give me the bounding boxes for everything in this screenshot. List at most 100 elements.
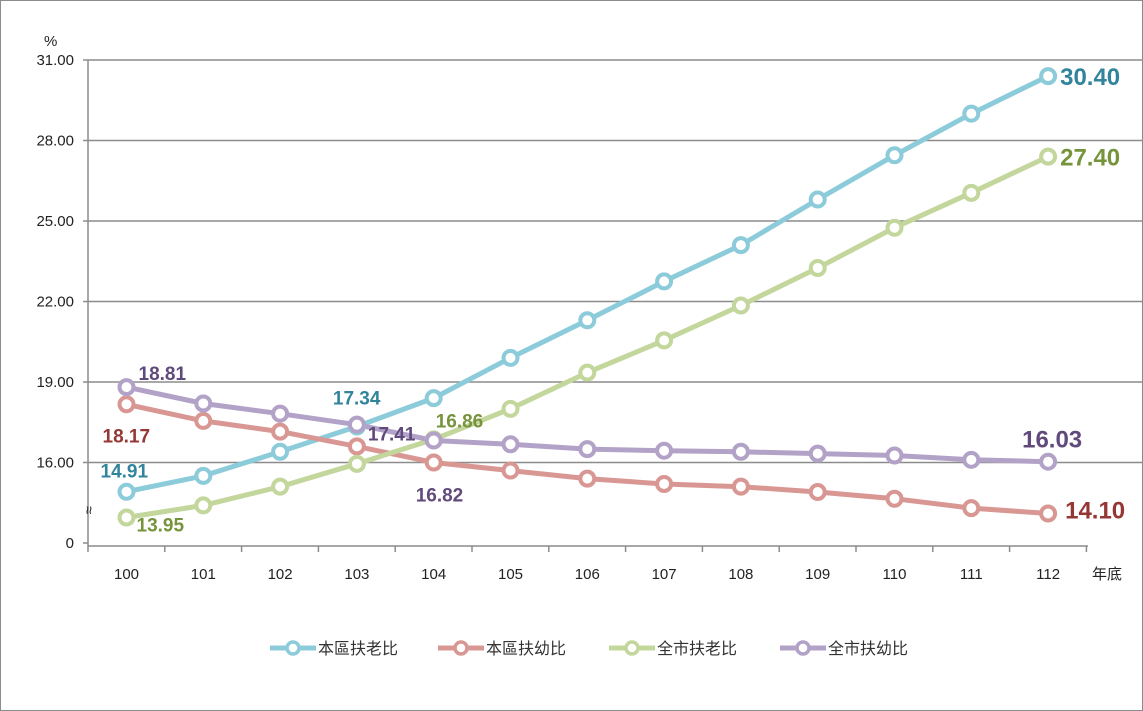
legend-marker bbox=[795, 640, 811, 656]
legend-label: 本區扶老比 bbox=[318, 639, 398, 658]
y-tick-label: 16.00 bbox=[36, 455, 74, 472]
legend-item: 全市扶老比 bbox=[609, 639, 737, 658]
data-point bbox=[885, 218, 904, 237]
data-label: 18.81 bbox=[139, 364, 187, 385]
x-tick-label: 112 bbox=[1036, 566, 1060, 583]
data-point bbox=[578, 363, 597, 382]
data-point bbox=[578, 469, 597, 488]
axes: % 年底 ≈ bbox=[44, 33, 1122, 583]
data-label: 30.40 bbox=[1060, 64, 1120, 91]
data-point bbox=[731, 296, 750, 315]
data-point bbox=[424, 431, 443, 450]
data-point bbox=[962, 499, 981, 518]
x-tick-label: 105 bbox=[498, 566, 523, 583]
data-label: 14.91 bbox=[101, 462, 149, 483]
legend-marker bbox=[285, 640, 301, 656]
data-label: 17.34 bbox=[333, 389, 381, 410]
x-tick-label: 101 bbox=[191, 566, 216, 583]
data-point bbox=[808, 190, 827, 209]
data-point bbox=[271, 477, 290, 496]
data-point bbox=[731, 236, 750, 255]
data-point bbox=[1039, 67, 1058, 86]
data-label: 16.03 bbox=[1022, 427, 1082, 454]
data-point bbox=[655, 441, 674, 460]
data-point bbox=[962, 450, 981, 469]
x-tick-label: 100 bbox=[114, 566, 139, 583]
data-point bbox=[424, 453, 443, 472]
x-tick-label: 107 bbox=[652, 566, 677, 583]
data-point bbox=[117, 378, 136, 397]
data-point bbox=[1039, 452, 1058, 471]
data-point bbox=[731, 442, 750, 461]
series-points bbox=[117, 67, 1058, 527]
data-point bbox=[808, 444, 827, 463]
data-point bbox=[117, 482, 136, 501]
data-point bbox=[501, 348, 520, 367]
legend-item: 本區扶幼比 bbox=[438, 639, 566, 658]
x-tick-label: 106 bbox=[575, 566, 600, 583]
data-point bbox=[424, 389, 443, 408]
data-point bbox=[578, 311, 597, 330]
data-point bbox=[885, 446, 904, 465]
series-line bbox=[126, 154, 1050, 520]
y-tick-label: 0 bbox=[66, 535, 74, 552]
data-point bbox=[808, 483, 827, 502]
data-point bbox=[501, 399, 520, 418]
data-label: 13.95 bbox=[137, 516, 185, 537]
data-label: 16.86 bbox=[436, 411, 484, 432]
data-label: 16.82 bbox=[416, 485, 464, 506]
legend-item: 全市扶幼比 bbox=[780, 639, 908, 658]
y-unit-label: % bbox=[44, 33, 57, 50]
y-tick-label: 22.00 bbox=[36, 294, 74, 311]
y-tick-labels: 0 16.00 19.00 22.00 25.00 28.00 31.00 bbox=[36, 52, 74, 552]
x-tick-label: 111 bbox=[960, 566, 983, 583]
x-tick-label: 103 bbox=[344, 566, 369, 583]
axis-break-mark: ≈ bbox=[80, 506, 97, 514]
data-point bbox=[885, 146, 904, 165]
y-tick-label: 31.00 bbox=[36, 52, 74, 69]
x-tick-label: 109 bbox=[805, 566, 830, 583]
data-point bbox=[501, 435, 520, 454]
data-point bbox=[271, 442, 290, 461]
x-tick-label: 104 bbox=[421, 566, 446, 583]
data-point bbox=[194, 411, 213, 430]
data-point bbox=[271, 422, 290, 441]
legend-label: 全市扶幼比 bbox=[828, 639, 908, 658]
data-label: 27.40 bbox=[1060, 145, 1120, 172]
data-point bbox=[117, 508, 136, 527]
data-point bbox=[655, 474, 674, 493]
data-point bbox=[501, 461, 520, 480]
data-point bbox=[1039, 147, 1058, 166]
x-unit-label: 年底 bbox=[1092, 566, 1122, 583]
legend-label: 本區扶幼比 bbox=[486, 639, 566, 658]
data-point bbox=[347, 437, 366, 456]
data-label: 17.41 bbox=[368, 425, 416, 446]
x-tick-labels: 100 101 102 103 104 105 106 107 108 109 110 111 112 bbox=[114, 566, 1060, 583]
y-tick-label: 28.00 bbox=[36, 133, 74, 150]
data-point bbox=[194, 466, 213, 485]
x-tick-label: 102 bbox=[268, 566, 293, 583]
data-point bbox=[347, 454, 366, 473]
data-point bbox=[347, 415, 366, 434]
data-point bbox=[655, 272, 674, 291]
data-point bbox=[194, 496, 213, 515]
x-tick-label: 108 bbox=[728, 566, 753, 583]
data-point bbox=[962, 104, 981, 123]
data-point bbox=[962, 183, 981, 202]
y-tick-label: 25.00 bbox=[36, 213, 74, 230]
data-label: 14.10 bbox=[1065, 497, 1125, 524]
data-labels: 14.91 17.34 30.40 18.17 14.10 13.95 16.86 27.40… bbox=[101, 64, 1126, 536]
data-point bbox=[117, 395, 136, 414]
x-tick-label: 110 bbox=[883, 566, 907, 583]
data-point bbox=[578, 440, 597, 459]
legend-marker bbox=[624, 640, 640, 656]
data-label: 18.17 bbox=[103, 426, 151, 447]
legend-item: 本區扶老比 bbox=[270, 639, 398, 658]
legend-label: 全市扶老比 bbox=[657, 639, 737, 658]
legend-marker bbox=[453, 640, 469, 656]
data-point bbox=[194, 394, 213, 413]
data-point bbox=[731, 477, 750, 496]
data-point bbox=[655, 331, 674, 350]
data-point bbox=[808, 258, 827, 277]
